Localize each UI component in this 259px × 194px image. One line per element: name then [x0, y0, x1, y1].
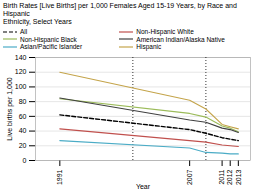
svg-text:1991: 1991 — [56, 169, 63, 185]
svg-text:2011: 2011 — [218, 169, 225, 184]
svg-text:Live births per 1,000: Live births per 1,000 — [6, 77, 14, 141]
html-text:Hispanic: Hispanic — [136, 43, 162, 50]
html-text:Birth Rates [Live Births] per: Birth Rates [Live Births] per 1,000 Fema… — [3, 2, 237, 17]
html-text:Asian/Pacific Islander: Asian/Pacific Islander — [20, 43, 83, 50]
svg-text:2007: 2007 — [186, 169, 193, 185]
svg-text:120: 120 — [15, 68, 27, 75]
svg-text:140: 140 — [15, 53, 27, 60]
html-text:Non-Hispanic Black: Non-Hispanic Black — [20, 35, 77, 43]
html-text:Non-Hispanic White: Non-Hispanic White — [136, 28, 194, 35]
svg-text:40: 40 — [19, 127, 27, 134]
svg-text:Year: Year — [136, 182, 151, 189]
svg-text:60: 60 — [19, 112, 27, 119]
svg-text:2013: 2013 — [235, 169, 242, 185]
svg-text:100: 100 — [15, 83, 27, 90]
svg-text:2012: 2012 — [226, 169, 233, 185]
svg-text:20: 20 — [19, 142, 27, 149]
svg-text:0: 0 — [23, 156, 27, 163]
svg-text:80: 80 — [19, 97, 27, 104]
html-text:All: All — [20, 28, 28, 35]
html-text:American Indian/Alaska Native: American Indian/Alaska Native — [136, 35, 225, 43]
html-text:Ethnicity, Select Years: Ethnicity, Select Years — [3, 18, 72, 25]
